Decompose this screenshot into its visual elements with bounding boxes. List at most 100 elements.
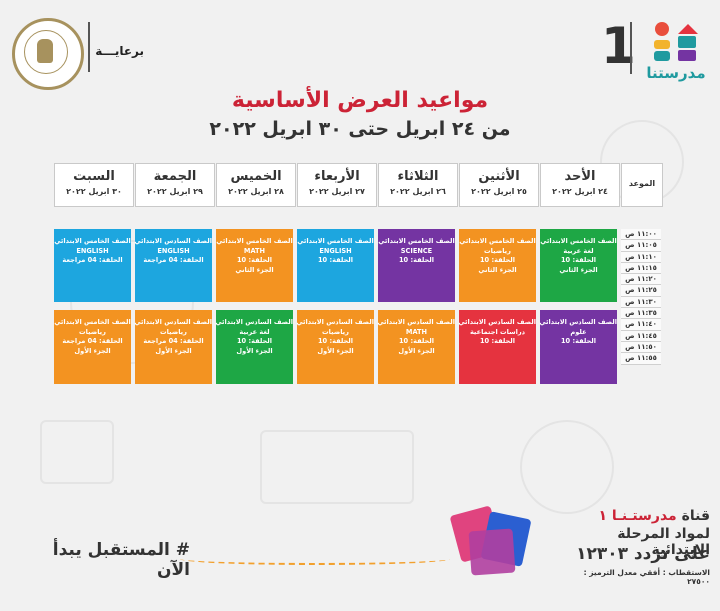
background-doodle	[40, 420, 114, 484]
schedule-cell: الصف السادس الابتدائي رياضيات الحلقة: 10 ال…	[296, 310, 374, 384]
madrasetna-logo-icon	[654, 22, 698, 61]
cell-line: ENGLISH	[76, 246, 109, 255]
cell-line: الصف الخامس الابتدائي	[378, 237, 455, 245]
cell-line: الصف الخامس الابتدائي	[54, 237, 131, 245]
decorative-dashed-line	[180, 553, 450, 565]
day-name: الأثنين	[478, 169, 520, 184]
cell-line: الحلقة: 04 مراجعة	[62, 256, 123, 264]
page-title: مواعيد العرض الأساسية	[231, 88, 489, 113]
ministry-seal	[12, 18, 84, 90]
cell-line: الحلقة: 10	[398, 337, 435, 345]
divider	[630, 22, 632, 74]
time-slot: ١١:١٠ ص	[621, 251, 661, 263]
cell-line: الجزء الأول	[155, 346, 192, 355]
divider	[88, 22, 90, 72]
time-slot: ١١:١٥ ص	[621, 262, 661, 275]
day-date: ٢٦ ابريل ٢٠٢٢	[390, 187, 446, 196]
day-name: الثلاثاء	[397, 169, 439, 184]
time-slot: ١١:٢٥ ص	[621, 285, 661, 297]
cell-line: الحلقة: 04 مراجعة	[62, 337, 123, 345]
decorative-card	[468, 528, 516, 576]
background-doodle	[260, 430, 414, 504]
cell-line: الصف السادس الابتدائي	[296, 318, 374, 326]
schedule-cell: الصف السادس الابتدائي ENGLISH الحلقة: 04 م…	[134, 229, 212, 302]
page-subtitle: من ٢٤ ابريل حتى ٣٠ ابريل ٢٠٢٢	[209, 118, 511, 140]
time-slot: ١١:٣٥ ص	[621, 308, 661, 320]
day-name: السبت	[73, 169, 115, 184]
cell-line: رياضيات	[484, 246, 511, 255]
cell-line: الحلقة: 10	[398, 256, 435, 264]
channel-frequency: على تردد ١٢٣٠٣	[576, 544, 710, 564]
reception-info: الاستقطاب : أفقي معدل الترميز : ٢٧٥٠٠	[583, 568, 710, 586]
cell-line: الجزء الأول	[74, 346, 111, 355]
time-slot: ١١:٣٠ ص	[621, 296, 661, 309]
time-header: الموعد	[628, 179, 656, 188]
cell-line: الصف السادس الابتدائي	[134, 237, 212, 245]
cell-line: رياضيات	[322, 327, 349, 336]
channel-subtitle: لمواد المرحلة الابتدائية	[617, 526, 710, 558]
cell-line: الصف الخامس الابتدائي	[54, 318, 131, 326]
day-date: ٢٩ ابريل ٢٠٢٢	[147, 187, 203, 196]
cell-line: الحلقة: 10	[479, 256, 516, 264]
schedule-cell: الصف السادس الابتدائي MATH الحلقة: 10 الجزء…	[377, 310, 455, 384]
cell-line: لغة عربية	[563, 246, 594, 255]
cell-line: الحلقة: 10	[236, 256, 273, 264]
cell-line: الحلقة: 10	[236, 337, 273, 345]
day-name: الجمعة	[153, 169, 197, 184]
cell-line: الحلقة: 04 مراجعة	[143, 256, 204, 264]
background-doodle	[70, 240, 194, 364]
schedule-cell: الصف الخامس الابتدائي ENGLISH الحلقة: 10	[297, 229, 374, 302]
cell-line: الحلقة: 10	[479, 337, 516, 345]
schedule-cell: الصف الخامس الابتدائي MATH الحلقة: 10 الجزء…	[216, 229, 293, 302]
channel-prefix: قناة	[681, 508, 710, 524]
cell-line: الصف السادس الابتدائي	[215, 318, 293, 326]
cell-line: MATH	[405, 327, 428, 336]
day-header: الخميس ٢٨ ابريل ٢٠٢٢	[216, 163, 296, 207]
cell-line: الجزء الثاني	[559, 265, 598, 274]
day-header: الأثنين ٢٥ ابريل ٢٠٢٢	[459, 163, 539, 207]
schedule-cell: الصف الخامس الابتدائي لغة عربية الحلقة: 10…	[540, 229, 617, 302]
day-header: الجمعة ٢٩ ابريل ٢٠٢٢	[135, 163, 215, 207]
schedule-cell: الصف الخامس الابتدائي رياضيات الحلقة: 04 م…	[54, 310, 131, 384]
cell-line: الصف السادس الابتدائي	[134, 318, 212, 326]
cell-line: رياضيات	[160, 327, 187, 336]
time-slot: ١١:٠٥ ص	[621, 240, 661, 252]
cell-line: الصف الخامس الابتدائي	[216, 237, 293, 245]
cell-line: دراسات اجتماعية	[469, 327, 526, 336]
channel-title: قناة مدرستـنـا ١	[560, 508, 710, 524]
cell-line: الحلقة: 04 مراجعة	[143, 337, 204, 345]
time-slot: ١١:٤٥ ص	[621, 330, 661, 342]
sponsor-label: برعايـــة	[95, 44, 144, 58]
day-name: الأربعاء	[314, 169, 360, 184]
brand-name: مدرستنا	[646, 64, 706, 82]
schedule-cell: الصف الخامس الابتدائي SCIENCE الحلقة: 10	[378, 229, 455, 302]
schedule-cell: الصف الخامس الابتدائي رياضيات الحلقة: 10 ال…	[459, 229, 536, 302]
cell-line: الصف السادس الابتدائي	[377, 318, 455, 326]
time-slot: ١١:٤٠ ص	[621, 319, 661, 331]
day-header: السبت ٣٠ ابريل ٢٠٢٢	[54, 163, 134, 207]
cell-line: رياضيات	[79, 327, 106, 336]
cell-line: الجزء الأول	[317, 346, 354, 355]
cell-line: ENGLISH	[157, 246, 190, 255]
day-date: ٢٧ ابريل ٢٠٢٢	[309, 187, 365, 196]
time-slot: ١١:٠٠ ص	[621, 229, 661, 241]
time-slot: ١١:٥٠ ص	[621, 341, 661, 354]
day-date: ٢٨ ابريل ٢٠٢٢	[228, 187, 284, 196]
cell-line: الجزء الأول	[398, 346, 435, 355]
cell-line: ENGLISH	[319, 246, 352, 255]
cell-line: الصف السادس الابتدائي	[458, 318, 536, 326]
cell-line: الحلقة: 10	[560, 256, 597, 264]
cell-line: MATH	[243, 246, 266, 255]
background-doodle	[520, 420, 614, 514]
time-slot: ١١:٢٠ ص	[621, 274, 661, 286]
cell-line: الحلقة: 10	[317, 337, 354, 345]
cell-line: الصف الخامس الابتدائي	[297, 237, 374, 245]
cell-line: الجزء الثاني	[235, 265, 274, 274]
schedule-cell: الصف السادس الابتدائي لغة عربية الحلقة: 10…	[215, 310, 293, 384]
cell-line: علوم	[570, 327, 587, 336]
cell-line: الجزء الثاني	[478, 265, 517, 274]
time-slot: ١١:٥٥ ص	[621, 353, 661, 365]
day-name: الخميس	[230, 169, 282, 184]
day-header: الأربعاء ٢٧ ابريل ٢٠٢٢	[297, 163, 377, 207]
